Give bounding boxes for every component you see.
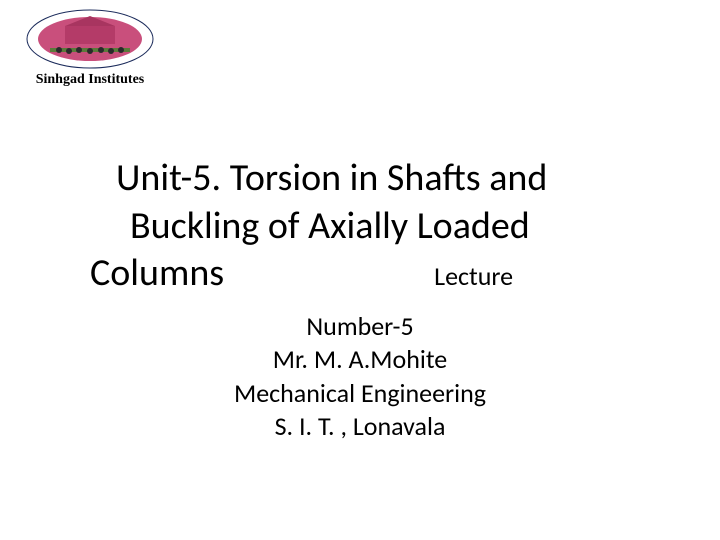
title-line-1: Unit-5. Torsion in Shafts and [90,155,650,203]
title-line-3a: Columns [90,250,224,296]
lecture-number: Number-5 [0,310,720,343]
presenter-name: Mr. M. A.Mohite [0,343,720,376]
title-line-3b: Lecture [434,260,513,292]
institute-logo-icon [25,8,155,70]
slide-title: Unit-5. Torsion in Shafts and Buckling o… [90,155,650,298]
institute-location: S. I. T. , Lonavala [0,410,720,443]
title-line-2: Buckling of Axially Loaded [90,203,650,251]
institute-logo-block: Sinhgad Institutes [10,8,170,88]
subtitle-block: Number-5 Mr. M. A.Mohite Mechanical Engi… [0,310,720,443]
title-block: Unit-5. Torsion in Shafts and Buckling o… [90,155,650,298]
slide: Sinhgad Institutes Unit-5. Torsion in Sh… [0,0,720,540]
institute-name: Sinhgad Institutes [10,72,170,88]
department: Mechanical Engineering [0,377,720,410]
